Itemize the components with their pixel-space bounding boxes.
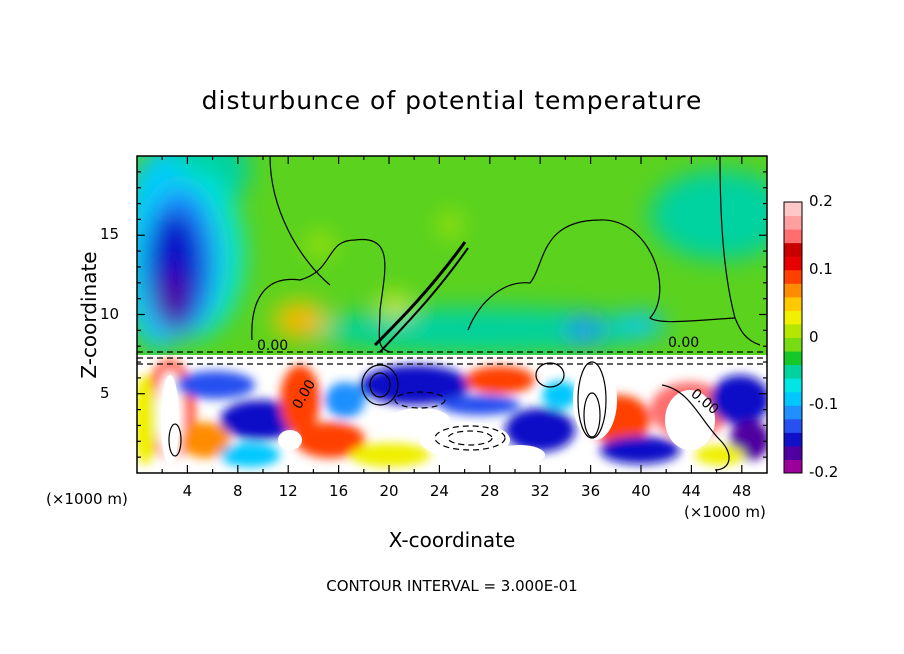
heatmap-field xyxy=(137,156,767,473)
colorbar-swatch xyxy=(784,405,802,420)
colorbar-swatch xyxy=(784,459,802,474)
colorbar-swatch xyxy=(784,432,802,447)
colorbar-swatch xyxy=(784,378,802,393)
colorbar-tick-label: -0.1 xyxy=(809,395,839,414)
colorbar xyxy=(783,201,803,474)
x-tick-label: 20 xyxy=(379,482,399,500)
contour-interval-text: CONTOUR INTERVAL = 3.000E-01 xyxy=(326,577,578,595)
x-tick-label: 4 xyxy=(182,482,193,500)
colorbar-swatch xyxy=(784,202,802,217)
x-unit-left: (×1000 m) xyxy=(46,490,128,508)
x-tick-label: 24 xyxy=(429,482,449,500)
y-tick-label: 10 xyxy=(100,304,120,323)
x-tick-label: 36 xyxy=(581,482,601,500)
contour-label: 0.00 xyxy=(668,335,699,351)
colorbar-swatch xyxy=(784,310,802,325)
x-tick-label: 12 xyxy=(278,482,298,500)
colorbar-tick-label: 0.2 xyxy=(809,192,833,210)
colorbar-swatch xyxy=(784,323,802,338)
colorbar-swatch xyxy=(784,242,802,257)
contour-lines xyxy=(137,156,767,471)
colorbar-swatch xyxy=(784,256,802,271)
x-tick-label: 44 xyxy=(681,482,701,500)
colorbar-tick-label: 0.1 xyxy=(809,259,833,278)
colorbar-swatch xyxy=(784,391,802,406)
x-tick-label: 28 xyxy=(480,482,500,500)
colorbar-swatch xyxy=(784,445,802,460)
chart-title: disturbunce of potential temperature xyxy=(201,86,703,115)
colorbar-swatch xyxy=(784,296,802,311)
colorbar-swatch xyxy=(784,215,802,230)
axis-ticks xyxy=(137,156,767,473)
contour-label: 0.00 xyxy=(257,338,288,354)
colorbar-swatch xyxy=(784,337,802,352)
x-tick-label: 32 xyxy=(530,482,550,500)
y-tick-label: 15 xyxy=(100,225,120,244)
colorbar-frame xyxy=(783,201,803,474)
colorbar-tick-label: -0.2 xyxy=(809,463,839,481)
colorbar-swatch xyxy=(784,269,802,284)
x-tick-label: 48 xyxy=(732,482,752,500)
colorbar-swatch xyxy=(784,364,802,379)
x-tick-label: 16 xyxy=(329,482,349,500)
x-tick-label: 40 xyxy=(631,482,651,500)
colorbar-swatch xyxy=(784,351,802,366)
y-tick-label: 5 xyxy=(100,383,110,402)
x-tick-label: 8 xyxy=(233,482,243,500)
x-unit-right: (×1000 m) xyxy=(684,503,766,521)
colorbar-swatch xyxy=(784,283,802,298)
x-axis-label: X-coordinate xyxy=(388,528,516,552)
colorbar-swatch xyxy=(784,229,802,244)
colorbar-tick-label: 0 xyxy=(809,327,819,346)
colorbar-swatch xyxy=(784,418,802,433)
